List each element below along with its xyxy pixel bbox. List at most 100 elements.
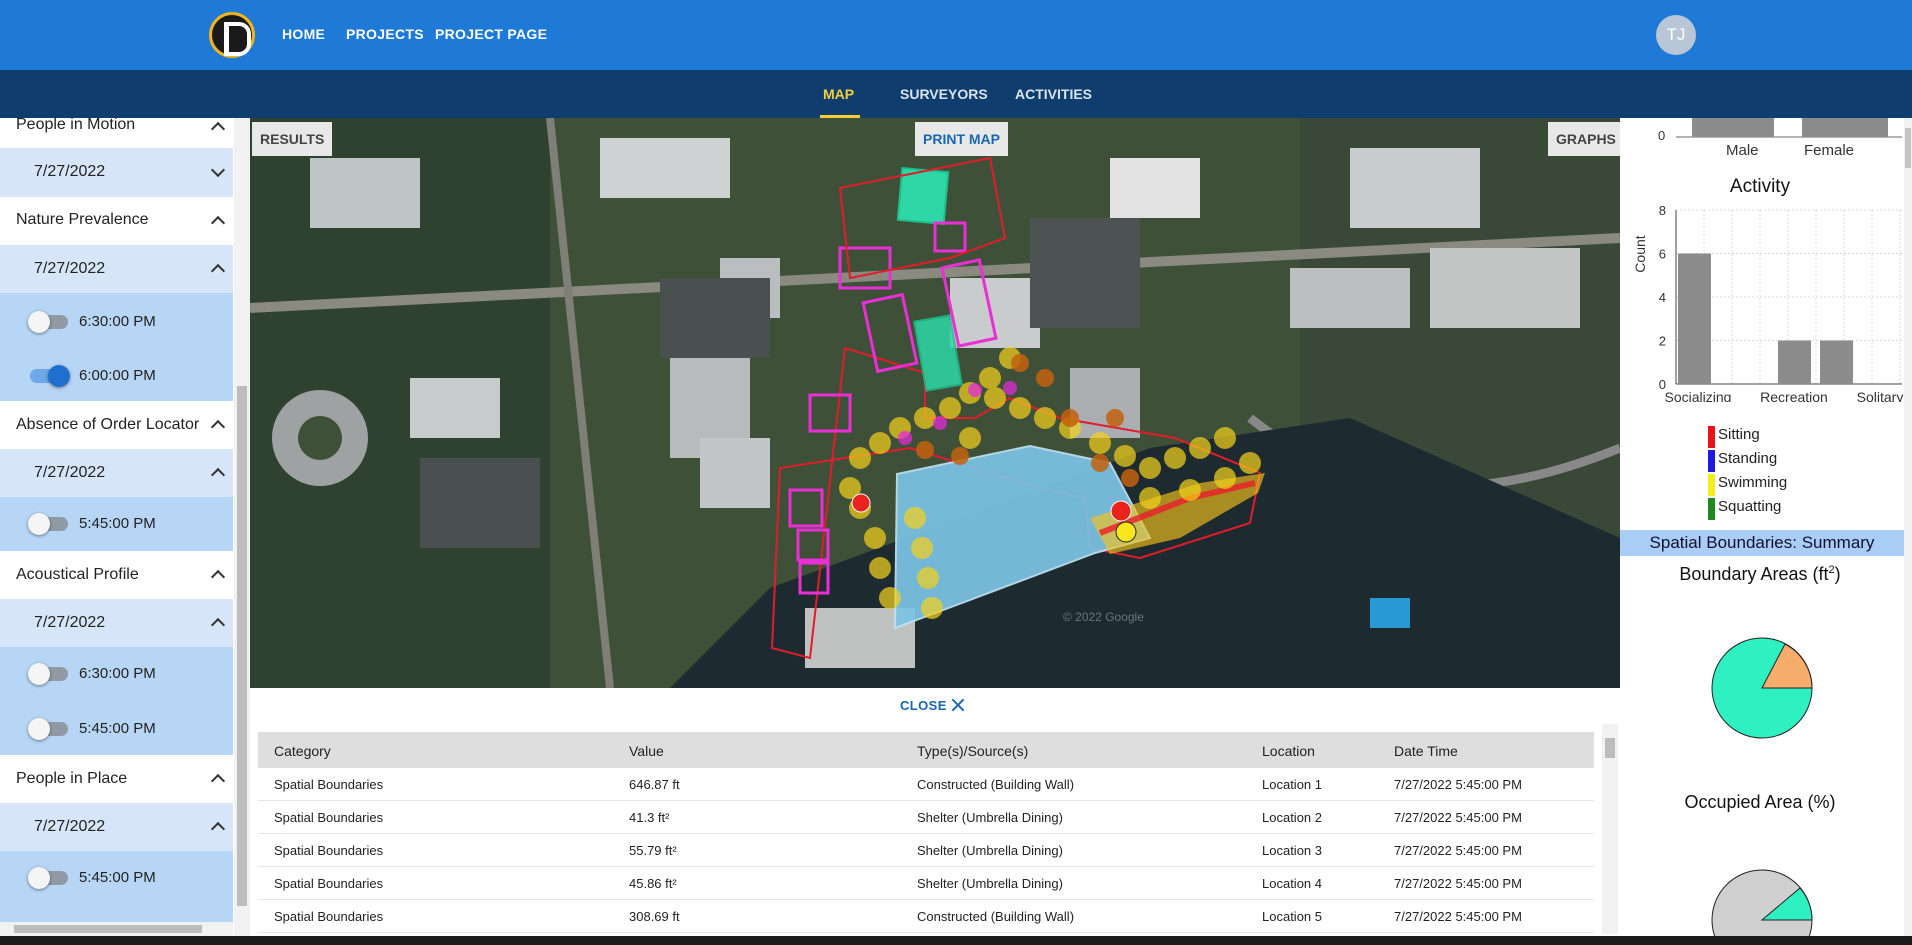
legend-standing: Standing	[1708, 450, 1777, 472]
satellite-map[interactable]: © 2022 Google RESULTS PRINT MAP GRAPHS	[250, 118, 1620, 688]
close-icon[interactable]	[950, 697, 966, 713]
category-acoustical-profile[interactable]: Acoustical Profile	[0, 551, 233, 599]
gender-label-female: Female	[1804, 142, 1855, 159]
sidebar-horizontal-scrollbar[interactable]	[0, 922, 233, 936]
date-people-in-motion[interactable]: 7/27/2022	[0, 148, 233, 197]
category-people-in-motion[interactable]: People in Motion	[0, 118, 233, 148]
gender-axis-tick: 0	[1658, 128, 1666, 143]
time-toggle[interactable]	[28, 718, 68, 740]
column-types-sources[interactable]: Type(s)/Source(s)	[917, 743, 1029, 759]
time-label: 5:45:00 PM	[79, 515, 156, 532]
category-nature-prevalence[interactable]: Nature Prevalence	[0, 197, 233, 245]
user-avatar[interactable]: TJ	[1656, 15, 1696, 55]
category-label: People in Place	[16, 770, 128, 787]
nav-projects[interactable]: PROJECTS	[346, 26, 424, 42]
toggle-knob	[48, 365, 70, 387]
os-taskbar	[0, 936, 1912, 945]
map-canvas	[250, 118, 1620, 688]
date-label: 7/27/2022	[34, 163, 106, 180]
app-logo[interactable]	[209, 12, 255, 58]
category-label: People in Motion	[16, 118, 136, 133]
sidebar-vertical-scrollbar[interactable]	[234, 118, 250, 936]
cell-category: Spatial Boundaries	[274, 843, 384, 858]
category-people-in-place[interactable]: People in Place	[0, 755, 233, 803]
date-people-in-place[interactable]: 7/27/2022	[0, 803, 233, 851]
activity-chart-title: Activity	[1729, 176, 1791, 197]
cell-location: Location 3	[1262, 843, 1322, 858]
times-acoustical-profile: 6:30:00 PM 5:45:00 PM	[0, 647, 233, 755]
scrollbar-thumb[interactable]	[237, 386, 247, 906]
x-tick-label: Solitary	[1857, 389, 1904, 402]
cell-category: Spatial Boundaries	[274, 876, 384, 891]
graphs-button[interactable]: GRAPHS	[1548, 122, 1620, 156]
results-button[interactable]: RESULTS	[252, 122, 333, 156]
time-toggle[interactable]	[28, 867, 68, 889]
bar-male	[1692, 118, 1774, 137]
scrollbar-thumb[interactable]	[14, 925, 202, 933]
print-map-button[interactable]: PRINT MAP	[915, 122, 1008, 156]
times-nature-prevalence: 6:30:00 PM 6:00:00 PM	[0, 293, 233, 401]
category-absence-of-order-locator[interactable]: Absence of Order Locator	[0, 401, 233, 449]
chevron-up-icon	[210, 467, 226, 483]
column-date-time[interactable]: Date Time	[1394, 743, 1458, 759]
legend-swatch	[1708, 426, 1715, 448]
tab-map[interactable]: MAP	[823, 86, 855, 102]
sub-navigation-bar: MAP SURVEYORS ACTIVITIES	[0, 70, 1912, 118]
cell-category: Spatial Boundaries	[274, 810, 384, 825]
toggle-knob	[28, 663, 50, 685]
category-label: Acoustical Profile	[16, 566, 139, 583]
time-toggle[interactable]	[28, 311, 68, 333]
scrollbar-thumb[interactable]	[1605, 738, 1615, 758]
toggle-knob	[28, 718, 50, 740]
cell-location: Location 2	[1262, 810, 1322, 825]
table-row[interactable]: Spatial Boundaries 41.3 ft² Shelter (Umbre…	[258, 801, 1594, 834]
date-label: 7/27/2022	[34, 818, 106, 835]
active-tab-indicator	[820, 115, 860, 118]
date-nature-prevalence[interactable]: 7/27/2022	[0, 245, 233, 293]
table-row[interactable]: Spatial Boundaries 646.87 ft Constructed (…	[258, 768, 1594, 801]
chevron-up-icon	[210, 617, 226, 633]
results-scrollbar[interactable]	[1602, 724, 1618, 934]
tab-activities[interactable]: ACTIVITIES	[1015, 86, 1093, 102]
table-header: Category Value Type(s)/Source(s) Locatio…	[258, 732, 1594, 768]
cell-value: 55.79 ft²	[629, 843, 677, 858]
legend-swatch	[1708, 498, 1715, 520]
legend-swatch	[1708, 450, 1715, 472]
table-row[interactable]: Spatial Boundaries 55.79 ft² Shelter (Umbr…	[258, 834, 1594, 867]
legend-swatch	[1708, 474, 1715, 496]
column-category[interactable]: Category	[274, 743, 331, 759]
table-row[interactable]: Spatial Boundaries 308.69 ft Constructed (…	[258, 900, 1594, 933]
date-absence-of-order-locator[interactable]: 7/27/2022	[0, 449, 233, 497]
nav-project-page[interactable]: PROJECT PAGE	[435, 26, 548, 42]
nav-home[interactable]: HOME	[282, 26, 326, 42]
legend-sitting: Sitting	[1708, 426, 1760, 448]
gender-label-male: Male	[1726, 142, 1759, 159]
table-row[interactable]: Spatial Boundaries 45.86 ft² Shelter (Umbr…	[258, 867, 1594, 900]
tab-surveyors[interactable]: SURVEYORS	[900, 86, 988, 102]
map-attribution: © 2022 Google	[1063, 610, 1144, 624]
column-location[interactable]: Location	[1262, 743, 1315, 759]
graphs-scrollbar[interactable]	[1904, 118, 1912, 936]
chevron-up-icon	[210, 121, 226, 137]
category-label: Absence of Order Locator	[16, 416, 200, 433]
toggle-knob	[28, 867, 50, 889]
date-acoustical-profile[interactable]: 7/27/2022	[0, 599, 233, 647]
toggle-knob	[28, 311, 50, 333]
cell-date-time: 7/27/2022 5:45:00 PM	[1394, 909, 1522, 924]
spatial-boundaries-summary-header: Spatial Boundaries: Summary	[1620, 530, 1904, 556]
cell-location: Location 4	[1262, 876, 1322, 891]
activity-y-axis-label: Count	[1632, 235, 1648, 273]
graphs-panel: 0 Male Female Activity 0 2 4 6 8 Socializing R…	[1620, 118, 1912, 936]
time-toggle[interactable]	[30, 365, 70, 387]
date-label: 7/27/2022	[34, 464, 106, 481]
y-tick-label: 8	[1659, 203, 1666, 218]
activity-chart: 0 2 4 6 8 Socializing Recreation Solitary	[1659, 203, 1904, 402]
column-value[interactable]: Value	[629, 743, 664, 759]
time-toggle[interactable]	[28, 663, 68, 685]
time-toggle[interactable]	[28, 513, 68, 535]
chevron-up-icon	[210, 263, 226, 279]
scrollbar-thumb[interactable]	[1905, 128, 1911, 168]
cell-value: 308.69 ft	[629, 909, 680, 924]
close-results-link[interactable]: CLOSE	[900, 698, 947, 713]
pie-slice-occupied	[1760, 887, 1813, 921]
